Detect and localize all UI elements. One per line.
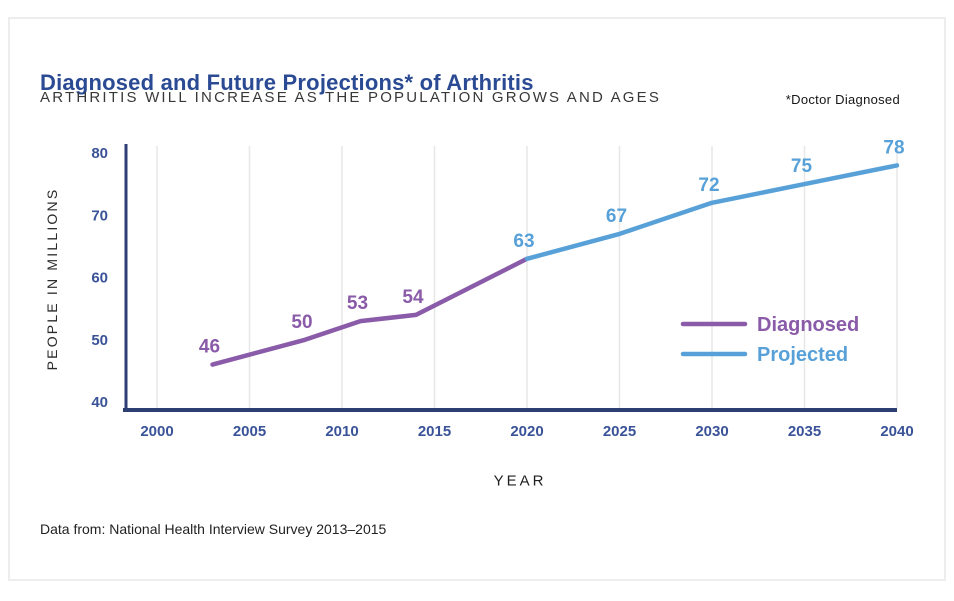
point-label-50: 50 bbox=[291, 312, 312, 333]
legend-label-diagnosed: Diagnosed bbox=[757, 314, 859, 336]
x-axis-title: YEAR bbox=[493, 472, 547, 490]
y-tick-80: 80 bbox=[91, 145, 108, 162]
x-tick-2035: 2035 bbox=[788, 423, 821, 440]
x-tick-2040: 2040 bbox=[880, 423, 913, 440]
y-tick-50: 50 bbox=[91, 332, 108, 349]
chart-subtitle: ARTHRITIS WILL INCREASE AS THE POPULATIO… bbox=[40, 89, 662, 106]
infographic-card bbox=[8, 17, 946, 581]
point-label-67: 67 bbox=[606, 206, 627, 227]
point-label-72: 72 bbox=[698, 175, 719, 196]
x-tick-2025: 2025 bbox=[603, 423, 636, 440]
legend-label-projected: Projected bbox=[757, 344, 848, 366]
doctor-diagnosed-footnote: *Doctor Diagnosed bbox=[785, 92, 900, 107]
x-tick-2015: 2015 bbox=[418, 423, 451, 440]
series-line-diagnosed bbox=[210, 256, 530, 367]
x-tick-2030: 2030 bbox=[695, 423, 728, 440]
point-label-54: 54 bbox=[402, 287, 424, 308]
x-tick-2010: 2010 bbox=[325, 423, 358, 440]
y-tick-70: 70 bbox=[91, 207, 108, 224]
x-tick-2000: 2000 bbox=[140, 423, 173, 440]
x-tick-2020: 2020 bbox=[510, 423, 543, 440]
point-label-78: 78 bbox=[883, 137, 904, 158]
x-tick-2005: 2005 bbox=[233, 423, 266, 440]
point-label-63: 63 bbox=[513, 231, 534, 252]
point-label-53: 53 bbox=[347, 293, 368, 314]
y-tick-60: 60 bbox=[91, 270, 108, 287]
series-line-projected bbox=[524, 163, 900, 262]
data-source-note: Data from: National Health Interview Sur… bbox=[40, 521, 387, 537]
point-label-75: 75 bbox=[791, 156, 813, 177]
point-label-46: 46 bbox=[199, 337, 220, 358]
page-title: Diagnosed and Future Projections* of Art… bbox=[40, 69, 534, 95]
y-tick-40: 40 bbox=[91, 394, 108, 411]
